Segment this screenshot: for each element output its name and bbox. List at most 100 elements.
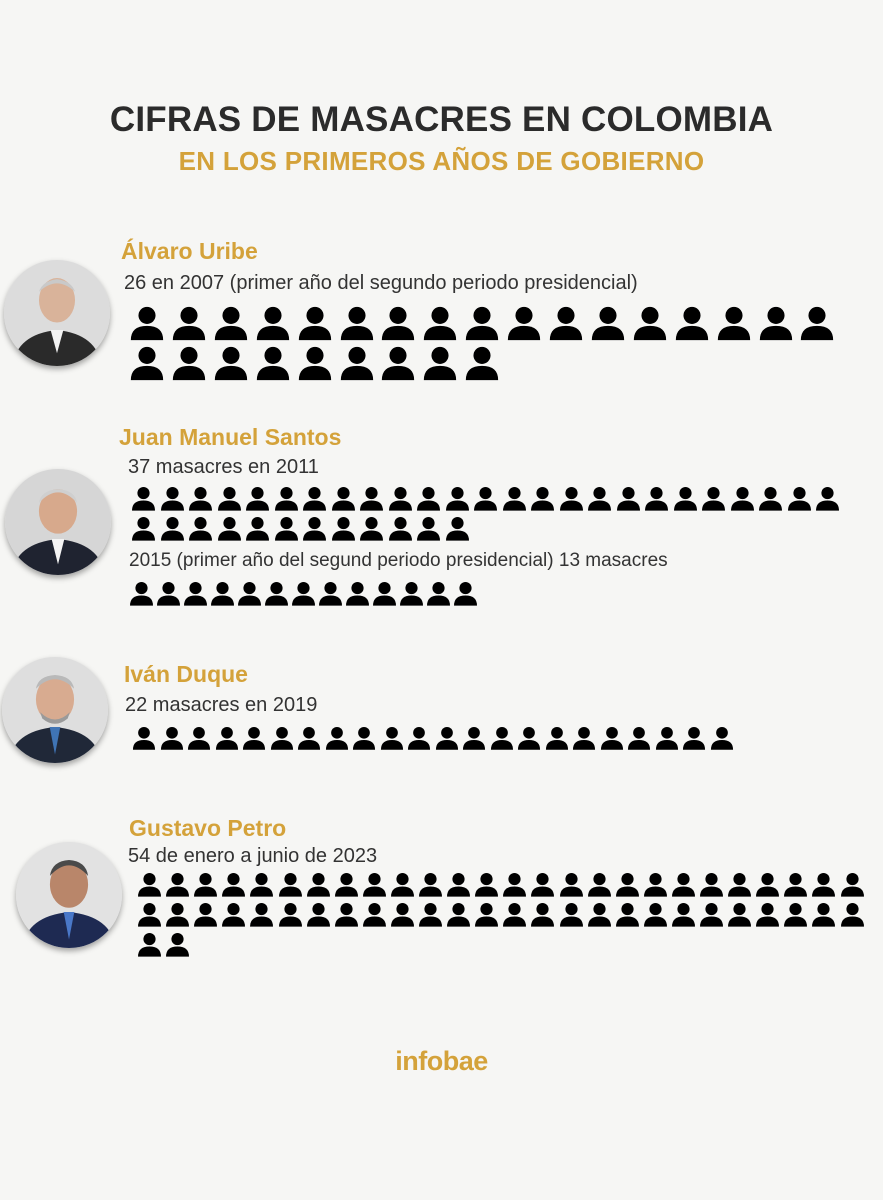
person-icon <box>132 726 156 750</box>
person-icon <box>214 346 247 381</box>
person-icon <box>840 873 864 897</box>
person-icon <box>242 726 266 750</box>
person-icon <box>160 517 184 541</box>
person-icon <box>303 487 326 511</box>
person-icon <box>303 517 326 541</box>
person-icon <box>462 726 486 750</box>
person-icon <box>238 582 261 606</box>
person-icon <box>502 487 526 511</box>
person-icon <box>572 726 596 750</box>
person-icon <box>187 726 211 750</box>
person-icon <box>503 903 527 927</box>
person-icon <box>130 346 164 381</box>
series-name: Gustavo Petro <box>129 815 287 841</box>
person-icon <box>801 306 834 341</box>
person-icon <box>756 873 780 897</box>
person-icon <box>435 726 458 750</box>
person-icon <box>507 306 541 341</box>
person-icon <box>728 873 752 897</box>
person-icon <box>246 517 269 541</box>
person-icon <box>334 873 358 897</box>
person-icon <box>340 306 373 341</box>
person-icon <box>682 726 706 750</box>
chart-subtitle: EN LOS PRIMEROS AÑOS DE GOBIERNO <box>178 146 705 176</box>
person-icon <box>756 903 780 927</box>
person-icon <box>217 487 241 511</box>
person-icon <box>816 487 839 511</box>
person-icon <box>138 903 161 927</box>
person-icon <box>211 582 234 606</box>
person-icon <box>474 487 497 511</box>
person-icon <box>362 903 386 927</box>
person-icon <box>172 346 206 381</box>
person-icon <box>189 487 212 511</box>
person-icon <box>160 487 184 511</box>
person-icon <box>278 903 302 927</box>
person-icon <box>388 487 412 511</box>
person-icon <box>246 487 269 511</box>
series-caption: 22 masacres en 2019 <box>125 694 318 716</box>
person-icon <box>627 726 651 750</box>
person-icon <box>306 903 330 927</box>
person-icon <box>270 726 293 750</box>
person-icon <box>352 726 376 750</box>
series-caption: 37 masacres en 2011 <box>128 456 319 478</box>
person-icon <box>274 517 298 541</box>
person-icon <box>360 487 383 511</box>
person-icon <box>643 903 667 927</box>
person-icon <box>390 873 414 897</box>
person-icon <box>531 873 555 897</box>
person-icon <box>390 903 414 927</box>
person-icon <box>700 903 723 927</box>
person-icon <box>130 582 153 606</box>
avatar-uribe <box>4 260 110 366</box>
person-icon <box>600 726 623 750</box>
person-icon <box>759 306 792 341</box>
person-icon <box>784 873 808 897</box>
person-icon <box>545 726 568 750</box>
person-icon <box>380 726 403 750</box>
person-icon <box>138 873 161 897</box>
person-icon <box>655 726 678 750</box>
person-icon <box>616 487 640 511</box>
person-icon <box>382 346 415 381</box>
person-icon <box>407 726 431 750</box>
series-name: Iván Duque <box>124 661 248 687</box>
person-icon <box>454 582 477 606</box>
person-icon <box>346 582 369 606</box>
person-icon <box>298 346 331 381</box>
person-icon <box>256 306 289 341</box>
person-icon <box>787 487 811 511</box>
person-icon <box>132 487 155 511</box>
person-icon <box>466 346 499 381</box>
person-icon <box>132 517 155 541</box>
person-icon <box>645 487 668 511</box>
person-icon <box>256 346 289 381</box>
person-icon <box>194 873 218 897</box>
person-icon <box>466 306 499 341</box>
avatar-duque <box>2 657 108 763</box>
person-icon <box>265 582 288 606</box>
person-icon <box>559 487 583 511</box>
person-icon <box>250 873 274 897</box>
person-icon <box>184 582 207 606</box>
person-icon <box>591 306 625 341</box>
person-icon <box>250 903 274 927</box>
person-icon <box>166 873 190 897</box>
person-icon <box>587 873 611 897</box>
infobae-logo: infobae <box>395 1046 488 1076</box>
person-icon <box>157 582 180 606</box>
person-icon <box>215 726 238 750</box>
person-icon <box>278 873 302 897</box>
person-icon <box>447 873 471 897</box>
chart-title: CIFRAS DE MASACRES EN COLOMBIA <box>109 100 774 139</box>
person-icon <box>166 903 190 927</box>
person-icon <box>217 517 241 541</box>
person-icon <box>419 873 442 897</box>
person-icon <box>419 903 442 927</box>
person-icon <box>840 903 864 927</box>
person-icon <box>424 346 457 381</box>
person-icon <box>306 873 330 897</box>
person-icon <box>671 873 695 897</box>
person-icon <box>362 873 386 897</box>
